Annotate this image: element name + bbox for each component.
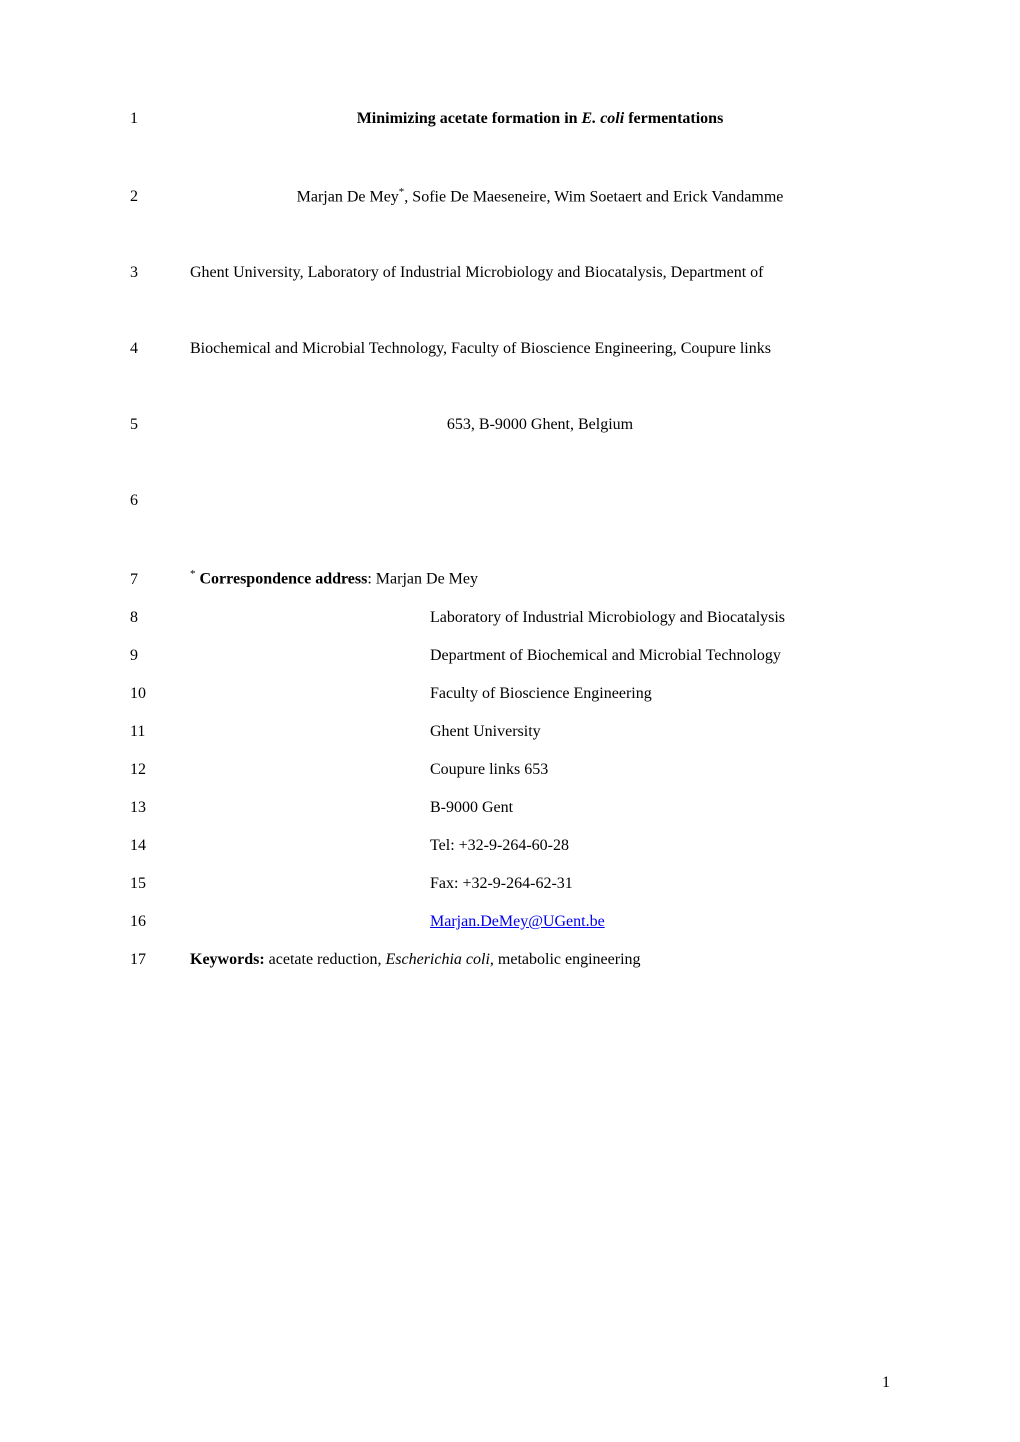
address-line-6: B-9000 Gent [190, 799, 890, 817]
line-number: 11 [130, 723, 190, 741]
email-link[interactable]: Marjan.DeMey@UGent.be [430, 913, 605, 930]
authors: Marjan De Mey*, Sofie De Maeseneire, Wim… [190, 186, 890, 206]
line-13: 13 B-9000 Gent [130, 799, 890, 817]
address-fax: Fax: +32-9-264-62-31 [190, 875, 890, 893]
line-number: 7 [130, 571, 190, 589]
title-text-before: Minimizing acetate formation in [357, 110, 582, 127]
address-line-3: Faculty of Bioscience Engineering [190, 685, 890, 703]
line-12: 12 Coupure links 653 [130, 761, 890, 779]
line-number: 17 [130, 951, 190, 969]
line-5: 5 653, B-9000 Ghent, Belgium [130, 416, 890, 434]
line-number: 3 [130, 264, 190, 282]
keywords-after: , metabolic engineering [490, 951, 641, 968]
line-2: 2 Marjan De Mey*, Sofie De Maeseneire, W… [130, 186, 890, 206]
address-line-2: Department of Biochemical and Microbial … [190, 647, 890, 665]
blank-spacer [130, 378, 890, 416]
page-number: 1 [882, 1374, 890, 1392]
line-number: 5 [130, 416, 190, 434]
affiliation-line-1: Ghent University, Laboratory of Industri… [190, 264, 890, 282]
line-number: 13 [130, 799, 190, 817]
affiliation-line-2: Biochemical and Microbial Technology, Fa… [190, 340, 890, 358]
line-number: 10 [130, 685, 190, 703]
keywords-mid: acetate reduction, [265, 951, 386, 968]
address-line-4: Ghent University [190, 723, 890, 741]
blank-spacer [130, 148, 890, 186]
line-11: 11 Ghent University [130, 723, 890, 741]
line-10: 10 Faculty of Bioscience Engineering [130, 685, 890, 703]
line-number: 16 [130, 913, 190, 931]
line-number: 15 [130, 875, 190, 893]
line-7: 7 * Correspondence address: Marjan De Me… [130, 568, 890, 588]
correspondence-heading: * Correspondence address: Marjan De Mey [190, 568, 890, 588]
line-3: 3 Ghent University, Laboratory of Indust… [130, 264, 890, 282]
paper-title: Minimizing acetate formation in E. coli … [190, 110, 890, 128]
address-email: Marjan.DeMey@UGent.be [190, 913, 890, 931]
keywords-label: Keywords: [190, 951, 265, 968]
address-line-1: Laboratory of Industrial Microbiology an… [190, 609, 890, 627]
line-16: 16 Marjan.DeMey@UGent.be [130, 913, 890, 931]
line-number: 2 [130, 188, 190, 206]
title-text-italic: E. coli [582, 110, 625, 127]
blank-spacer [130, 226, 890, 264]
line-1: 1 Minimizing acetate formation in E. col… [130, 110, 890, 128]
line-number: 4 [130, 340, 190, 358]
affiliation-line-3: 653, B-9000 Ghent, Belgium [190, 416, 890, 434]
line-8: 8 Laboratory of Industrial Microbiology … [130, 609, 890, 627]
line-9: 9 Department of Biochemical and Microbia… [130, 647, 890, 665]
line-number: 12 [130, 761, 190, 779]
title-text-after: fermentations [624, 110, 723, 127]
line-number: 8 [130, 609, 190, 627]
line-number: 1 [130, 110, 190, 128]
line-15: 15 Fax: +32-9-264-62-31 [130, 875, 890, 893]
correspondence-bold: Correspondence address [196, 571, 368, 588]
line-14: 14 Tel: +32-9-264-60-28 [130, 837, 890, 855]
line-17: 17 Keywords: acetate reduction, Escheric… [130, 951, 890, 969]
author-text-before: Marjan De Mey [297, 188, 399, 205]
keywords-italic: Escherichia coli [385, 951, 489, 968]
line-6: 6 [130, 492, 890, 510]
blank-spacer [130, 530, 890, 568]
address-tel: Tel: +32-9-264-60-28 [190, 837, 890, 855]
address-line-5: Coupure links 653 [190, 761, 890, 779]
author-text-after: , Sofie De Maeseneire, Wim Soetaert and … [404, 188, 783, 205]
line-number: 14 [130, 837, 190, 855]
correspondence-after: : Marjan De Mey [367, 571, 478, 588]
keywords-line: Keywords: acetate reduction, Escherichia… [190, 951, 890, 969]
line-number: 6 [130, 492, 190, 510]
blank-spacer [130, 302, 890, 340]
line-number: 9 [130, 647, 190, 665]
blank-spacer [130, 454, 890, 492]
line-4: 4 Biochemical and Microbial Technology, … [130, 340, 890, 358]
